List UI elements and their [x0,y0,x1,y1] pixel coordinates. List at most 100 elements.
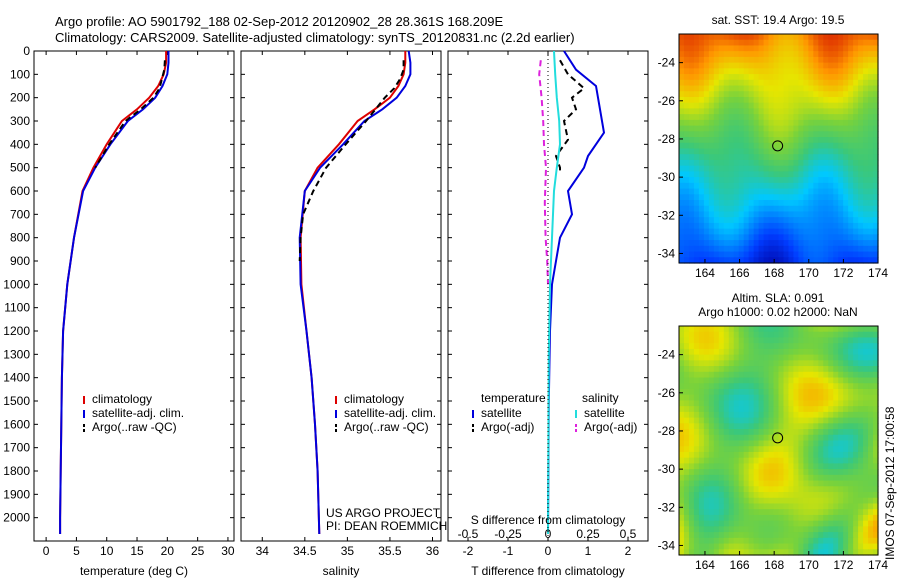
heatmap-cell [778,39,785,47]
heatmap-cell [703,257,710,264]
heatmap-cell [853,108,859,115]
heatmap-cell [788,91,795,98]
heatmap-cell [848,503,854,510]
heatmap-cell [718,102,725,110]
heatmap-cell [683,211,690,218]
heatmap-cell [808,51,814,58]
heatmap-cell [728,188,735,195]
heatmap-cell [728,343,735,350]
heatmap-cell [863,451,869,459]
heatmap-cell [778,74,785,81]
x-tick-label: -2 [463,544,474,558]
heatmap-cell [728,446,735,453]
heatmap-cell [868,394,874,402]
heatmap-cell [728,114,735,121]
heatmap-cell [798,383,804,390]
heatmap-cell [763,194,770,201]
heatmap-cell [863,514,869,522]
heatmap-cell [758,51,765,58]
heatmap-cell [778,411,785,419]
heatmap-cell [873,343,879,350]
heatmap-cell [873,39,879,47]
heatmap-cell [743,131,750,138]
heatmap-cell [838,331,844,339]
heatmap-cell [728,423,735,430]
heatmap-cell [793,383,799,390]
heatmap-cell [873,520,879,527]
heatmap-cell [693,537,700,545]
heatmap-cell [703,549,710,556]
heatmap-cell [743,497,750,505]
heatmap-cell [868,56,874,64]
heatmap-cell [783,423,790,430]
heatmap-cell [693,119,700,127]
heatmap-cell [728,200,735,207]
heatmap-cell [728,388,735,396]
heatmap-cell [768,388,775,396]
heatmap-cell [753,537,760,545]
heatmap-cell [748,114,755,121]
heatmap-cell [793,200,799,207]
heatmap-cell [718,74,725,81]
heatmap-cell [783,417,790,424]
heatmap-cell [768,154,775,161]
y-tick-label: -28 [658,132,676,146]
heatmap-cell [848,34,854,41]
heatmap-cell [688,451,695,459]
heatmap-cell [738,51,745,58]
heatmap-cell [843,257,849,264]
heatmap-cell [813,440,819,447]
heatmap-cell [853,56,859,64]
heatmap-cell [788,159,795,167]
heatmap-cell [788,165,795,172]
heatmap-cell [723,469,730,476]
heatmap-cell [778,79,785,87]
heatmap-cell [793,165,799,172]
heatmap-cell [693,142,700,150]
x-tick-label: 172 [833,558,853,572]
heatmap-cell [723,39,730,47]
heatmap-cell [713,354,720,361]
heatmap-cell [703,217,710,224]
s-tick-label: 0.25 [576,527,600,541]
heatmap-cell [768,463,775,470]
heatmap-cell [713,119,720,127]
heatmap-cell [768,360,775,367]
heatmap-cell [679,526,685,533]
heatmap-cell [848,371,854,379]
heatmap-cell [838,337,844,344]
heatmap-cell [743,492,750,499]
heatmap-cell [753,492,760,499]
heatmap-cell [798,131,804,138]
heatmap-cell [728,91,735,98]
heatmap-cell [713,222,720,230]
heatmap-cell [688,509,695,516]
heatmap-cell [738,446,745,453]
heatmap-cell [843,51,849,58]
heatmap-cell [813,434,819,442]
heatmap-cell [808,177,814,184]
heatmap-cell [708,549,715,556]
heatmap-cell [778,474,785,482]
heatmap-cell [828,337,834,344]
heatmap-cell [838,388,844,396]
heatmap-cell [738,394,745,402]
heatmap-cell [833,257,839,264]
heatmap-cell [803,74,809,81]
heatmap-cell [718,154,725,161]
heatmap-cell [793,537,799,545]
heatmap-cell [718,543,725,550]
heatmap-cell [718,257,725,264]
heatmap-cell [808,423,814,430]
heatmap-cell [843,326,849,333]
heatmap-cell [788,388,795,396]
heatmap-cell [853,406,859,413]
heatmap-cell [848,222,854,230]
heatmap-cell [783,171,790,178]
heatmap-cell [753,188,760,195]
heatmap-cell [773,165,780,172]
heatmap-cell [828,217,834,224]
heatmap-cell [793,96,799,104]
heatmap-cell [723,51,730,58]
heatmap-cell [693,182,700,190]
